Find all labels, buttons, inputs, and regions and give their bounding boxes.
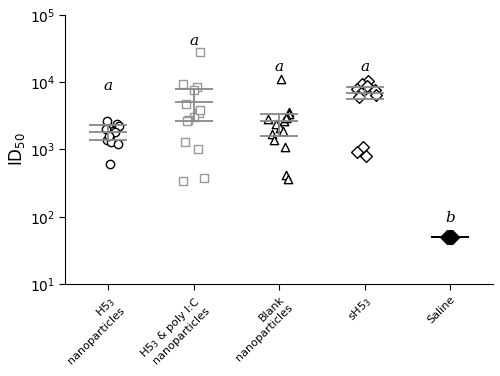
Point — [284, 112, 292, 118]
Point — [190, 114, 198, 120]
Point — [200, 175, 208, 181]
Point — [106, 125, 114, 131]
Point — [358, 89, 366, 96]
Text: a: a — [104, 79, 113, 92]
Point — [178, 178, 186, 184]
Point — [446, 234, 454, 240]
Point — [102, 136, 110, 143]
Point — [270, 136, 278, 143]
Point — [108, 139, 116, 145]
Point — [114, 141, 122, 147]
Point — [445, 234, 453, 240]
Point — [106, 131, 114, 137]
Point — [190, 88, 198, 94]
Point — [110, 129, 118, 135]
Point — [283, 114, 291, 120]
Point — [371, 88, 379, 94]
Point — [372, 92, 380, 98]
Point — [364, 84, 372, 90]
Point — [355, 94, 363, 100]
Point — [105, 133, 113, 139]
Point — [282, 115, 290, 121]
Point — [113, 121, 121, 127]
Point — [196, 49, 204, 55]
Point — [103, 118, 111, 124]
Point — [196, 108, 203, 114]
Text: a: a — [189, 34, 198, 48]
Point — [279, 127, 287, 133]
Point — [194, 146, 202, 152]
Point — [445, 234, 453, 240]
Point — [354, 86, 362, 92]
Point — [180, 139, 188, 145]
Point — [444, 234, 452, 240]
Point — [184, 117, 192, 123]
Point — [447, 234, 455, 240]
Point — [282, 172, 290, 178]
Point — [106, 161, 114, 167]
Point — [448, 234, 456, 240]
Point — [268, 131, 276, 137]
Point — [196, 110, 203, 116]
Point — [183, 118, 191, 124]
Y-axis label: ID$_{50}$: ID$_{50}$ — [7, 132, 27, 166]
Text: a: a — [360, 61, 370, 74]
Point — [192, 84, 200, 90]
Point — [109, 127, 117, 133]
Point — [182, 100, 190, 106]
Point — [276, 125, 283, 131]
Point — [278, 76, 285, 82]
Point — [364, 77, 372, 83]
Text: b: b — [446, 211, 455, 225]
Point — [284, 176, 292, 182]
Point — [114, 123, 122, 129]
Point — [358, 144, 366, 150]
Point — [106, 135, 114, 141]
Point — [280, 144, 288, 150]
Point — [102, 126, 110, 132]
Point — [272, 121, 280, 127]
Point — [448, 234, 456, 240]
Point — [446, 234, 454, 240]
Point — [179, 80, 187, 86]
Point — [352, 150, 360, 156]
Point — [285, 109, 293, 115]
Point — [362, 153, 370, 159]
Text: a: a — [274, 61, 284, 74]
Point — [362, 83, 370, 89]
Point — [280, 118, 288, 124]
Point — [446, 234, 454, 240]
Point — [264, 116, 272, 122]
Point — [358, 80, 366, 86]
